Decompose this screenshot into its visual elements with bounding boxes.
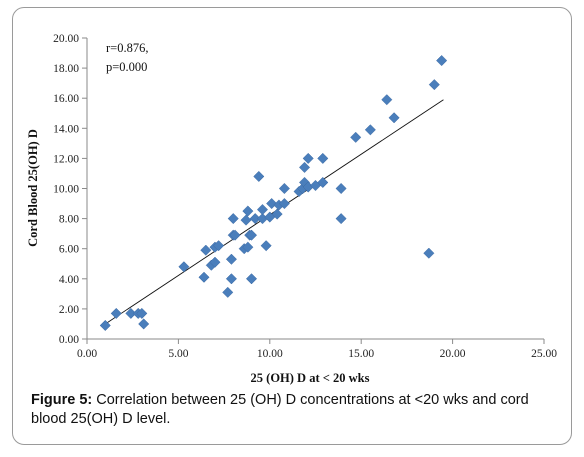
- y-tick-label: 2.00: [59, 304, 79, 316]
- data-point: [423, 247, 435, 259]
- caption-text: Correlation between 25 (OH) D concentrat…: [31, 392, 529, 427]
- x-axis-title: 25 (OH) D at < 20 wks: [251, 371, 370, 385]
- data-point: [278, 182, 290, 195]
- data-point: [209, 256, 221, 268]
- y-tick-label: 4.00: [59, 274, 79, 286]
- y-tick-label: 10.00: [53, 184, 79, 196]
- data-point: [227, 213, 239, 225]
- data-point: [381, 94, 393, 106]
- x-tick-label: 15.00: [348, 348, 374, 360]
- y-tick-labels: 0.00 2.00 4.00 6.00 8.00 10.00 12.00 14.00 16.00…: [53, 33, 79, 346]
- y-tick-label: 0.00: [59, 334, 79, 346]
- data-point: [278, 197, 290, 210]
- data-point: [335, 182, 347, 195]
- data-point: [198, 271, 210, 283]
- data-point: [298, 161, 311, 173]
- y-tick-label: 16.00: [53, 93, 79, 105]
- figure-frame: [12, 7, 572, 445]
- data-points: [99, 55, 448, 332]
- y-tick-label: 12.00: [53, 153, 79, 165]
- data-point: [317, 152, 329, 164]
- x-tick-label: 20.00: [440, 348, 466, 360]
- data-point: [222, 286, 234, 298]
- data-point: [256, 204, 269, 216]
- data-point: [302, 152, 314, 164]
- data-point: [178, 261, 190, 273]
- data-point: [213, 240, 225, 252]
- x-tick-label: 25.00: [531, 348, 557, 360]
- data-point: [266, 197, 278, 210]
- x-tick-label: 10.00: [257, 348, 283, 360]
- data-point: [136, 307, 148, 319]
- data-point: [260, 240, 272, 252]
- chart-axes: [82, 37, 545, 344]
- x-tick-label: 5.00: [168, 348, 188, 360]
- data-point: [436, 55, 448, 67]
- data-point: [350, 131, 362, 143]
- data-point: [271, 208, 283, 220]
- data-point: [99, 319, 111, 332]
- data-point: [240, 214, 252, 226]
- data-point: [229, 229, 241, 241]
- correlation-annotation: r=0.876,: [106, 41, 148, 55]
- y-tick-label: 8.00: [59, 214, 79, 226]
- data-point: [200, 244, 212, 256]
- data-point: [428, 79, 440, 91]
- data-point: [242, 205, 254, 217]
- data-point: [225, 273, 237, 285]
- y-tick-label: 18.00: [53, 63, 79, 75]
- x-tick-label: 0.00: [77, 348, 97, 360]
- data-point: [245, 273, 258, 285]
- scatter-chart: 0.00 2.00 4.00 6.00 8.00 10.00 12.00 14.00 16.00…: [26, 33, 557, 385]
- y-tick-label: 6.00: [59, 244, 79, 256]
- caption-label: Figure 5:: [31, 392, 93, 408]
- y-axis-title: Cord Blood 25(OH) D: [26, 129, 40, 247]
- figure-caption: Figure 5: Correlation between 25 (OH) D …: [31, 391, 561, 429]
- data-point: [335, 213, 347, 225]
- data-point: [249, 213, 261, 225]
- data-point: [110, 307, 122, 319]
- data-point: [245, 229, 258, 241]
- p-value-annotation: p=0.000: [106, 60, 147, 74]
- data-point: [253, 170, 265, 183]
- data-point: [317, 176, 329, 189]
- data-point: [364, 124, 376, 136]
- data-point: [138, 318, 150, 330]
- x-tick-labels: 0.00 5.00 10.00 15.00 20.00 25.00: [77, 348, 557, 360]
- y-tick-label: 14.00: [53, 123, 79, 135]
- data-point: [242, 241, 254, 253]
- data-point: [225, 253, 237, 265]
- y-tick-label: 20.00: [53, 33, 79, 45]
- data-point: [125, 307, 137, 319]
- data-point: [388, 112, 400, 124]
